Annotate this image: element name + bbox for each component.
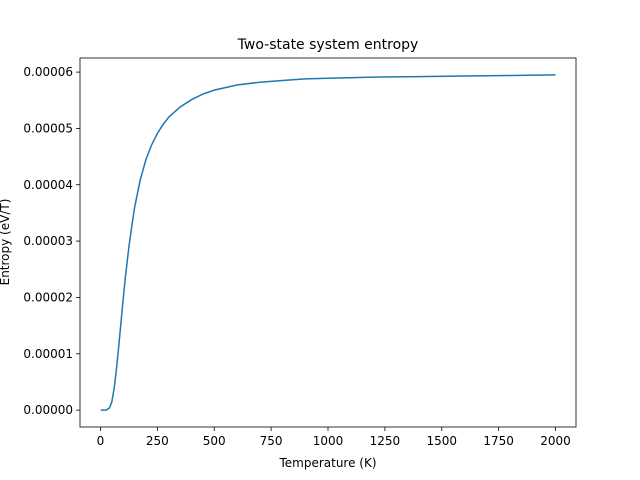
plot-area	[80, 58, 576, 427]
x-tick-label: 0	[97, 434, 105, 448]
x-tick-label: 250	[146, 434, 169, 448]
y-tick-label: 0.00006	[23, 65, 73, 79]
x-axis-ticks: 0 250 500 750 1000 1250 1500 1750 2000	[97, 427, 571, 448]
y-tick-label: 0.00003	[23, 234, 73, 248]
x-tick-label: 1500	[426, 434, 457, 448]
chart-title: Two-state system entropy	[237, 37, 419, 53]
y-tick-label: 0.00001	[23, 347, 73, 361]
x-tick-label: 1250	[370, 434, 401, 448]
x-tick-label: 1750	[483, 434, 514, 448]
y-tick-label: 0.00002	[23, 290, 73, 304]
x-axis-title: Temperature (K)	[278, 456, 376, 470]
plot-frame	[79, 57, 577, 428]
x-tick-label: 750	[260, 434, 283, 448]
x-tick-label: 1000	[313, 434, 344, 448]
x-tick-label: 2000	[540, 434, 571, 448]
y-tick-label: 0.00005	[23, 121, 73, 135]
y-tick-label: 0.00004	[23, 178, 73, 192]
y-tick-label: 0.00000	[23, 403, 73, 417]
y-axis-ticks: 0.00000 0.00001 0.00002 0.00003 0.00004 0.000…	[23, 65, 80, 417]
y-axis-title: Entropy (eV/T)	[0, 199, 12, 286]
series-line	[100, 74, 556, 411]
x-tick-label: 500	[203, 434, 226, 448]
